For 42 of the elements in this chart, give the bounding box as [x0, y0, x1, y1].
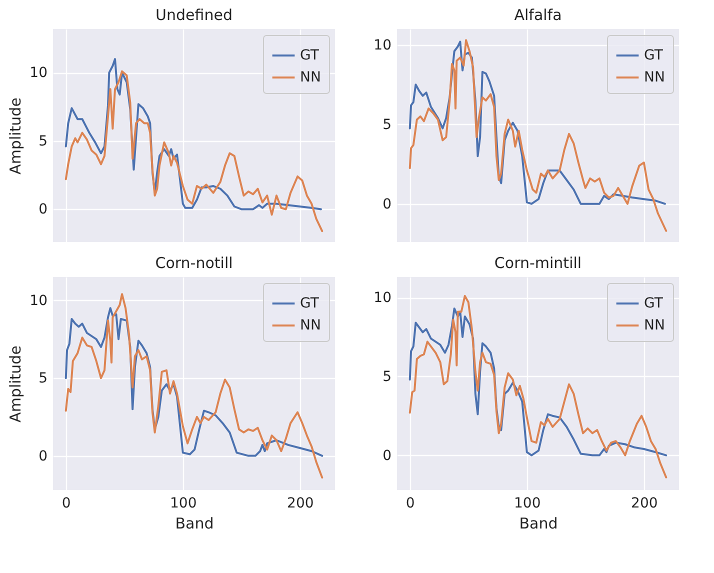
line-series [408, 40, 666, 205]
legend-label: GT [300, 48, 320, 64]
chart-title: Corn-notill [155, 254, 233, 272]
legend-label: NN [300, 318, 321, 334]
y-axis-title: Amplitude [6, 98, 25, 174]
y-tick-label: 0 [38, 202, 48, 218]
x-tick-label: 200 [631, 496, 658, 512]
line-series [408, 294, 668, 478]
legend-label: GT [300, 296, 320, 312]
legend-label: NN [300, 70, 321, 86]
chart-title: Alfalfa [514, 6, 562, 24]
line-series [408, 39, 668, 232]
x-tick-label: 0 [406, 496, 415, 512]
x-axis-title: Band [175, 514, 214, 532]
y-tick-label: 5 [382, 368, 392, 385]
y-tick-label: 10 [374, 290, 392, 306]
y-tick-label: 5 [38, 370, 48, 387]
x-tick-label: 100 [514, 496, 541, 512]
y-axis-title: Amplitude [6, 346, 25, 422]
x-tick-label: 100 [170, 496, 197, 512]
y-tick-label: 0 [38, 448, 48, 464]
chart-title: Undefined [156, 6, 232, 24]
y-tick-label: 10 [374, 37, 392, 54]
legend-label: NN [644, 70, 665, 86]
y-tick-label: 5 [38, 133, 48, 150]
legend-label: NN [644, 318, 665, 334]
x-tick-label: 200 [287, 496, 314, 512]
line-series [64, 307, 324, 457]
line-series [64, 293, 324, 479]
legend-label: GT [644, 48, 664, 64]
line-series [64, 58, 322, 210]
chart-title: Corn-mintill [494, 254, 582, 272]
y-tick-label: 0 [382, 196, 392, 212]
x-axis-title: Band [519, 514, 558, 532]
y-tick-label: 10 [30, 292, 48, 309]
line-series [408, 308, 668, 456]
y-tick-label: 10 [30, 65, 48, 82]
line-series [64, 70, 324, 232]
legend-label: GT [644, 296, 664, 312]
y-tick-label: 0 [382, 448, 392, 464]
x-tick-label: 0 [62, 496, 71, 512]
y-tick-label: 5 [382, 116, 392, 133]
